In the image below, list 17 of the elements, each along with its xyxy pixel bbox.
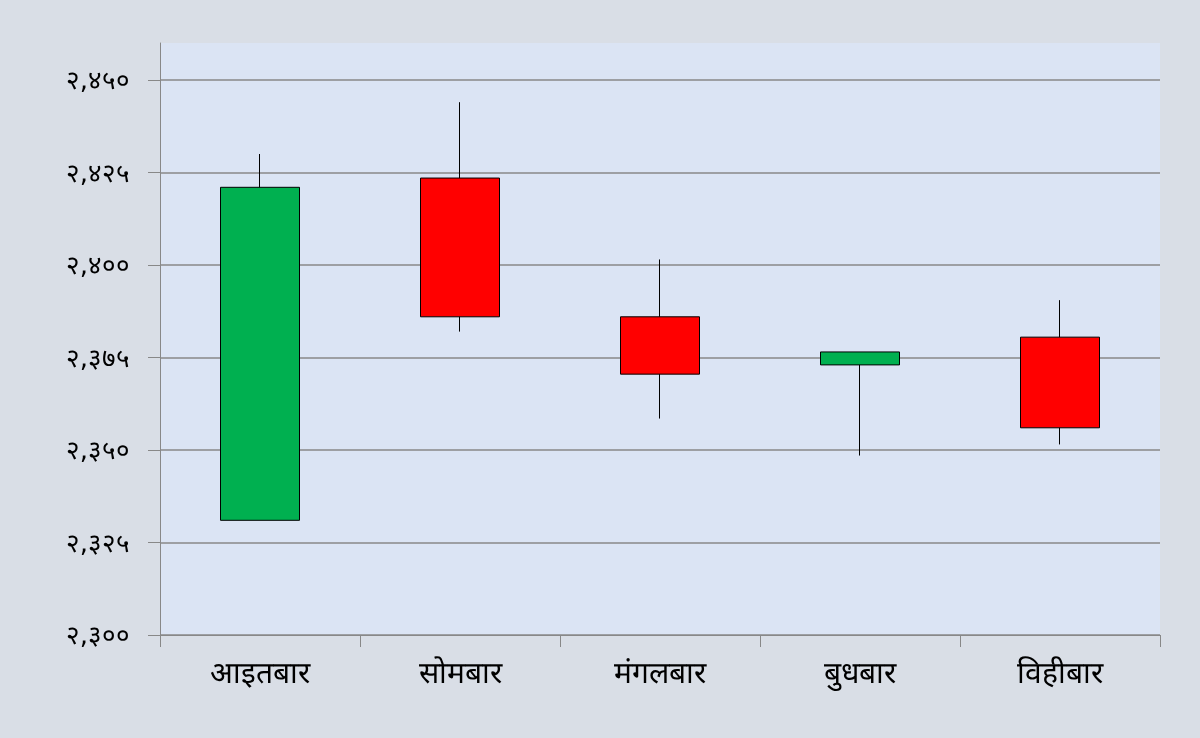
y-tick-label: २,३०० (65, 620, 130, 650)
y-tick-label: २,४०० (65, 250, 130, 280)
x-tick-label: मंगलबार (614, 654, 707, 690)
x-tick-label: आइतबार (210, 654, 311, 690)
x-tick-label: बुधबार (824, 654, 897, 692)
x-tick-label: विहीबार (1017, 654, 1104, 690)
candlestick (820, 351, 900, 457)
y-tick-label: २,४२५ (65, 157, 130, 188)
candlestick (620, 258, 700, 420)
candlestick (420, 101, 500, 333)
candlestick (220, 153, 300, 521)
x-tick-label: सोमबार (418, 654, 503, 690)
candlestick (1020, 299, 1100, 445)
y-tick-label: २,३७५ (65, 342, 130, 373)
y-tick-label: २,३२५ (65, 527, 130, 558)
y-tick-label: २,४५० (65, 65, 130, 95)
y-tick-label: २,३५० (65, 435, 130, 465)
